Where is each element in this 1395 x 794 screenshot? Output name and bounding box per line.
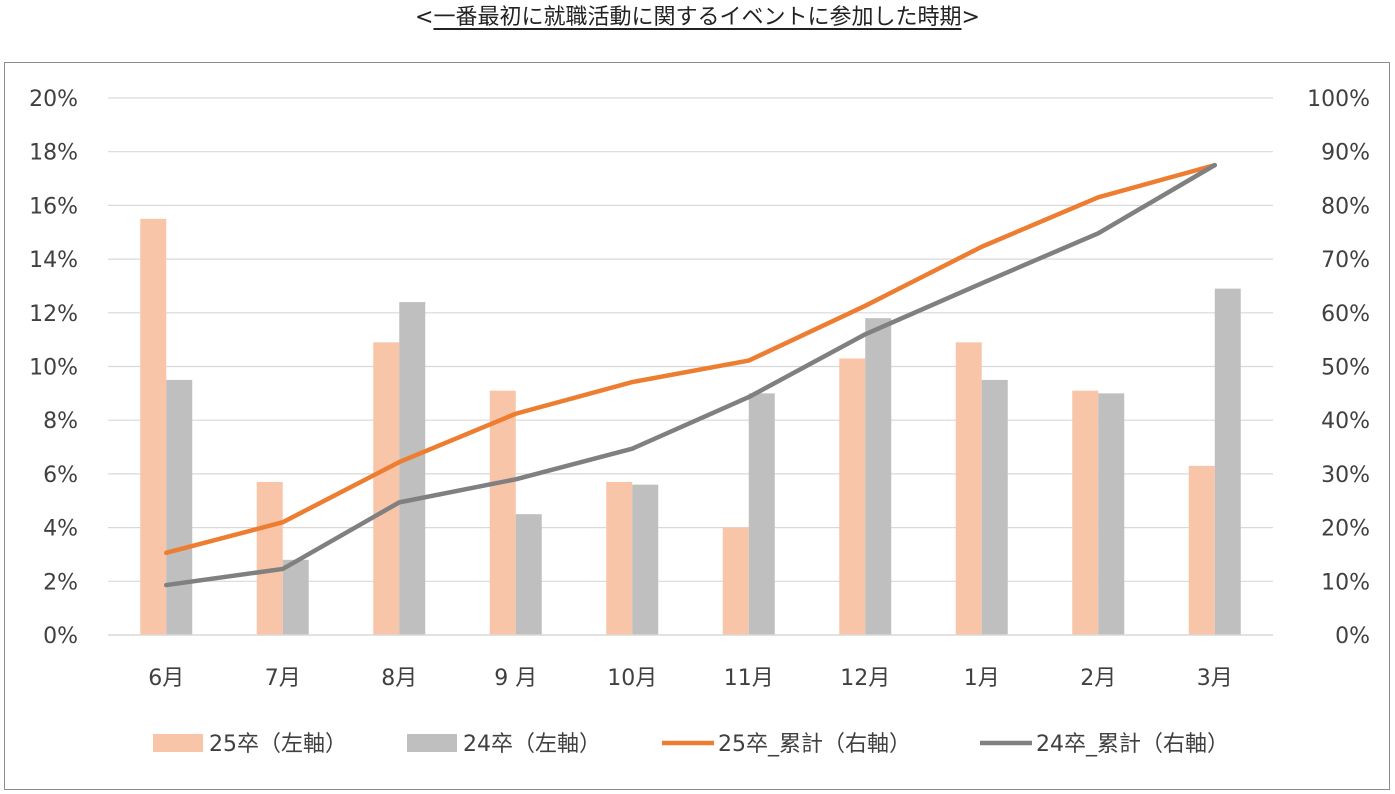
legend-label-3: 25卒_累計（右軸） — [718, 732, 911, 757]
line-series-1 — [164, 162, 1217, 556]
bar-series-2 — [865, 318, 892, 635]
x-tick-label: 8月 — [381, 666, 417, 691]
bar-series-1 — [256, 481, 283, 635]
right-tick-label: 70% — [1321, 248, 1370, 273]
right-tick-label: 90% — [1321, 141, 1370, 166]
bar-series-2 — [632, 484, 659, 635]
bar-series-2 — [166, 379, 193, 635]
bar-series-1 — [1188, 465, 1215, 635]
bar-series-1 — [1072, 390, 1099, 635]
left-tick-label: 8% — [43, 409, 78, 434]
line-series-2 — [164, 162, 1217, 588]
legend-swatch-2 — [407, 734, 457, 752]
left-tick-label: 16% — [29, 194, 78, 219]
bar-series-1 — [722, 527, 749, 635]
right-tick-label: 60% — [1321, 302, 1370, 327]
x-tick-label: 3月 — [1197, 666, 1233, 691]
right-tick-label: 0% — [1335, 624, 1370, 649]
bar-series-1 — [606, 481, 633, 635]
x-tick-label: 10月 — [607, 666, 657, 691]
bar-series-2 — [282, 559, 309, 635]
left-tick-label: 2% — [43, 570, 78, 595]
x-tick-label: 2月 — [1080, 666, 1116, 691]
right-tick-label: 100% — [1307, 87, 1370, 112]
left-tick-label: 6% — [43, 463, 78, 488]
bar-series-1 — [373, 342, 400, 635]
bar-series-1 — [489, 390, 516, 635]
bar-series-2 — [1098, 393, 1125, 635]
right-tick-label: 10% — [1321, 570, 1370, 595]
legend-swatch-1 — [153, 734, 203, 752]
x-tick-label: 12月 — [840, 666, 890, 691]
chart-title: <一番最初に就職活動に関するイベントに参加した時期> — [0, 0, 1395, 40]
legend-label-2: 24卒（左軸） — [463, 732, 601, 757]
bar-series-1 — [140, 218, 167, 635]
x-tick-label: 11月 — [724, 666, 774, 691]
bar-series-1 — [955, 342, 982, 635]
title-close-bracket: > — [961, 5, 980, 30]
left-tick-label: 4% — [43, 517, 78, 542]
left-tick-label: 18% — [29, 141, 78, 166]
x-tick-label: 7月 — [265, 666, 301, 691]
right-tick-label: 50% — [1321, 356, 1370, 381]
left-tick-label: 12% — [29, 302, 78, 327]
right-tick-label: 30% — [1321, 463, 1370, 488]
bar-series-2 — [748, 393, 775, 635]
right-tick-label: 20% — [1321, 517, 1370, 542]
chart-frame — [4, 62, 1390, 790]
left-tick-label: 20% — [29, 87, 78, 112]
bar-series-1 — [839, 358, 866, 635]
left-tick-label: 14% — [29, 248, 78, 273]
x-tick-label: 6月 — [148, 666, 184, 691]
right-tick-label: 80% — [1321, 194, 1370, 219]
left-tick-label: 0% — [43, 624, 78, 649]
x-tick-label: 9 月 — [494, 666, 537, 691]
x-tick-label: 1月 — [964, 666, 1000, 691]
legend-label-1: 25卒（左軸） — [209, 732, 347, 757]
bar-series-2 — [399, 302, 426, 635]
bar-series-2 — [981, 379, 1008, 635]
legend-label-4: 24卒_累計（右軸） — [1036, 732, 1229, 757]
right-tick-label: 40% — [1321, 409, 1370, 434]
left-tick-label: 10% — [29, 356, 78, 381]
bar-series-2 — [1214, 288, 1241, 635]
title-text: 一番最初に就職活動に関するイベントに参加した時期 — [433, 5, 962, 30]
bar-series-2 — [515, 514, 542, 635]
title-open-bracket: < — [415, 5, 434, 30]
